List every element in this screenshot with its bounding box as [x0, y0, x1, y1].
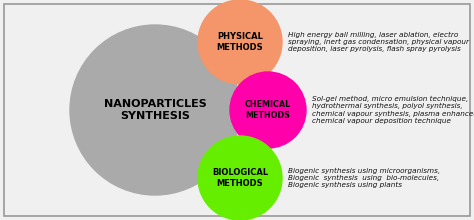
Text: PHYSICAL
METHODS: PHYSICAL METHODS: [217, 32, 264, 52]
Circle shape: [198, 0, 282, 84]
Circle shape: [70, 25, 240, 195]
Text: High energy ball milling, laser ablation, electro
spraying, inert gas condensati: High energy ball milling, laser ablation…: [288, 32, 469, 52]
Text: Biogenic synthesis using microorganisms,
Biogenic  synthesis  using  bio-molecul: Biogenic synthesis using microorganisms,…: [288, 168, 440, 188]
Text: BIOLOGICAL
METHODS: BIOLOGICAL METHODS: [212, 168, 268, 188]
FancyBboxPatch shape: [4, 4, 470, 216]
Circle shape: [198, 136, 282, 220]
Text: CHEMICAL
METHODS: CHEMICAL METHODS: [245, 100, 291, 120]
Text: Sol-gel method, micro emulsion technique,
hydrothermal synthesis, polyol synthes: Sol-gel method, micro emulsion technique…: [312, 96, 474, 124]
Text: NANOPARTICLES
SYNTHESIS: NANOPARTICLES SYNTHESIS: [104, 99, 206, 121]
Circle shape: [230, 72, 306, 148]
